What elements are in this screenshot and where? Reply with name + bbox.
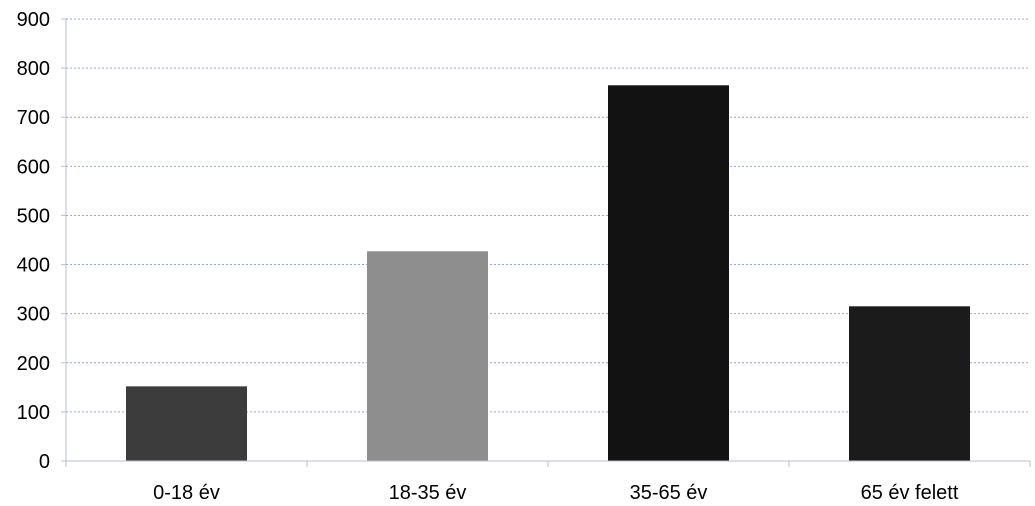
y-tick-label: 500 — [17, 205, 50, 227]
bar-1 — [126, 386, 247, 461]
y-tick-label: 900 — [17, 9, 50, 31]
y-tick-label: 700 — [17, 107, 50, 129]
bar-2 — [367, 251, 488, 461]
y-tick-label: 300 — [17, 304, 50, 326]
gridlines — [66, 18, 1030, 413]
y-tick-label: 800 — [17, 58, 50, 80]
y-tick-label: 600 — [17, 156, 50, 178]
y-tick-label: 100 — [17, 402, 50, 424]
bar-4 — [849, 306, 970, 461]
y-tick-label: 400 — [17, 255, 50, 277]
y-tick-label: 200 — [17, 353, 50, 375]
bar-3 — [608, 85, 729, 462]
x-tick-label: 65 év felett — [861, 482, 959, 504]
x-tick-label: 0-18 év — [153, 482, 220, 504]
x-tick-label: 35-65 év — [630, 482, 708, 504]
bars — [126, 85, 970, 462]
y-tick-labels: 0 100 200 300 400 500 600 700 800 900 — [17, 9, 50, 473]
axes — [61, 18, 1031, 467]
x-tick-label: 18-35 év — [389, 482, 467, 504]
x-tick-labels: 0-18 év 18-35 év 35-65 év 65 év felett — [153, 482, 959, 504]
y-tick-label: 0 — [39, 451, 50, 473]
